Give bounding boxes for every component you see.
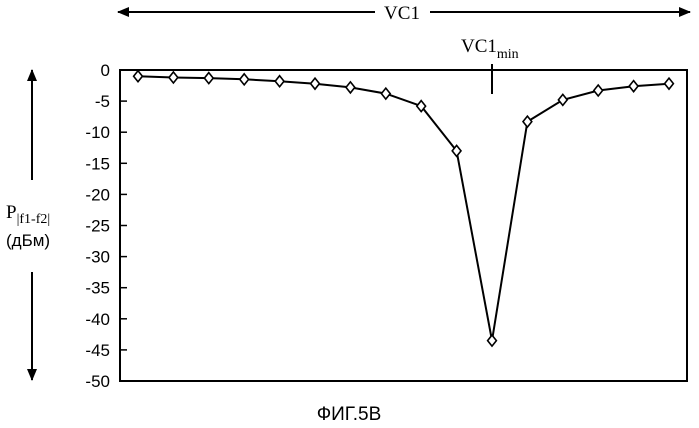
data-point-marker <box>311 78 320 89</box>
data-point-marker <box>346 82 355 93</box>
y-tick-label: -5 <box>95 92 110 111</box>
y-axis-label-subscript: |f1-f2| <box>17 212 51 227</box>
y-tick-label: -15 <box>85 154 110 173</box>
data-point-marker <box>523 116 532 127</box>
plot-frame <box>120 70 687 381</box>
data-point-marker <box>381 88 390 99</box>
data-point-marker <box>629 81 638 92</box>
data-point-marker <box>240 74 249 85</box>
y-tick-label: -50 <box>85 372 110 391</box>
figure-caption: ФИГ.5В <box>317 404 382 425</box>
data-point-marker <box>488 335 497 346</box>
y-axis-label-main: P <box>6 202 17 223</box>
data-point-marker <box>275 76 284 87</box>
vc1min-label-subscript: min <box>497 47 519 62</box>
data-point-marker <box>169 72 178 83</box>
y-tick-label: -10 <box>85 123 110 142</box>
y-axis-unit: (дБм) <box>6 231 50 250</box>
series-line-group <box>134 71 674 346</box>
data-point-marker <box>204 73 213 84</box>
x-axis-label: VC1 <box>384 3 420 24</box>
y-tick-label: -30 <box>85 248 110 267</box>
y-tick-label: -45 <box>85 341 110 360</box>
y-tick-label: -40 <box>85 310 110 329</box>
vc1min-label-main: VC1 <box>461 36 497 57</box>
y-tick-label: -35 <box>85 279 110 298</box>
series-line <box>138 76 669 340</box>
data-point-marker <box>594 85 603 96</box>
data-point-marker <box>665 78 674 89</box>
y-tick-label: -25 <box>85 217 110 236</box>
y-tick-label: 0 <box>101 61 110 80</box>
vc1min-label: VC1min <box>461 36 519 62</box>
y-tick-label: -20 <box>85 185 110 204</box>
data-point-marker <box>558 94 567 105</box>
data-point-marker <box>134 71 143 82</box>
y-axis-label: P|f1-f2| <box>6 202 50 227</box>
